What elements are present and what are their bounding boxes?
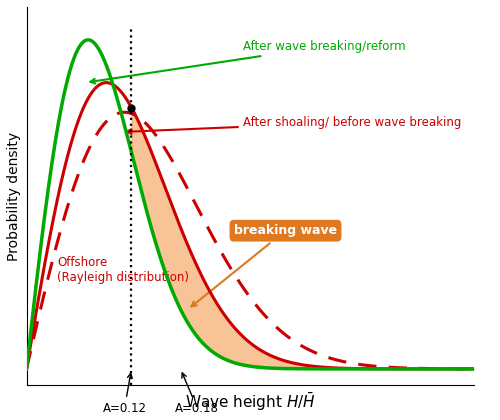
Text: After wave breaking/reform: After wave breaking/reform: [90, 40, 406, 84]
Text: After shoaling/ before wave breaking: After shoaling/ before wave breaking: [127, 116, 462, 134]
Text: A=0.12: A=0.12: [102, 373, 146, 415]
Text: A=0.18: A=0.18: [176, 373, 219, 415]
Text: breaking wave: breaking wave: [192, 224, 337, 307]
Y-axis label: Probability density: Probability density: [7, 131, 21, 261]
X-axis label: Wave height $H/\bar{H}$: Wave height $H/\bar{H}$: [185, 391, 316, 413]
Text: Offshore
(Rayleigh distribution): Offshore (Rayleigh distribution): [58, 256, 190, 284]
